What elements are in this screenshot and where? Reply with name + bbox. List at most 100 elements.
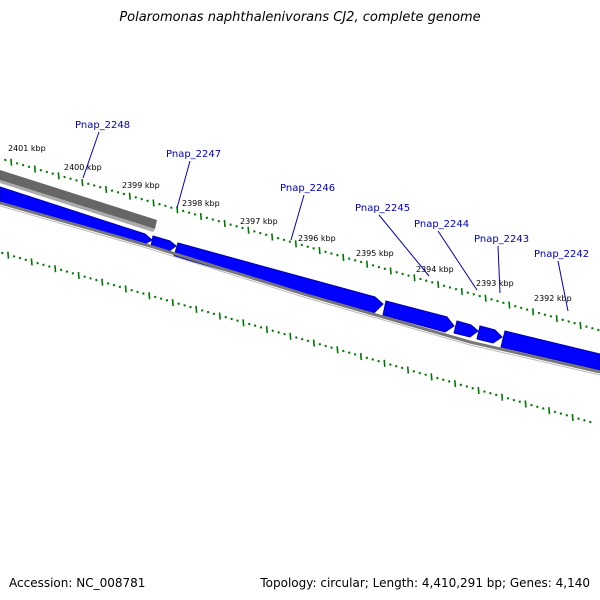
gene-leader-line (378, 214, 430, 277)
inner-ring-tick (24, 258, 28, 262)
inner-ring-tick (112, 283, 116, 287)
outer-ring-tick (389, 267, 392, 275)
gene-leader-line (290, 194, 305, 241)
outer-ring-tick (525, 308, 529, 311)
inner-ring-tick (218, 312, 221, 320)
gene-arrow (500, 330, 600, 371)
outer-ring-tick (395, 270, 398, 274)
inner-ring-tick (447, 380, 451, 383)
inner-ring-tick (306, 339, 310, 343)
inner-ring-tick (130, 288, 133, 292)
gene-arrow (382, 300, 455, 333)
outer-ring-tick (484, 294, 487, 302)
inner-ring-tick (171, 298, 174, 307)
outer-ring-tick (579, 321, 582, 329)
gene-label[interactable]: Pnap_2243 (474, 234, 529, 245)
outer-ring-tick (537, 311, 541, 315)
outer-ring-tick (460, 287, 464, 295)
inner-ring-tick (342, 349, 345, 353)
outer-ring-tick (211, 218, 215, 221)
inner-ring-tick (524, 400, 527, 408)
outer-ring-tick (164, 204, 167, 208)
outer-ring-tick (567, 320, 570, 323)
outer-ring-tick (466, 291, 470, 294)
inner-ring-tick (400, 366, 404, 370)
outer-ring-tick (51, 172, 54, 175)
outer-ring-tick (585, 325, 588, 328)
inner-ring-tick (494, 393, 498, 397)
gene-label[interactable]: Pnap_2242 (534, 249, 589, 260)
gene-label[interactable]: Pnap_2245 (355, 203, 410, 214)
outer-ring-tick (300, 243, 304, 247)
outer-ring-tick (235, 225, 238, 228)
gene-label[interactable]: Pnap_2248 (75, 120, 130, 131)
inner-ring-tick (530, 403, 533, 407)
inner-ring-tick (542, 407, 545, 410)
inner-ring-tick (83, 275, 86, 278)
inner-ring-tick (412, 370, 416, 373)
inner-ring-tick (424, 373, 427, 376)
outer-ring-tick (92, 184, 96, 187)
gene-leader-line (176, 160, 191, 209)
outer-ring-tick (122, 192, 126, 196)
outer-ring-tick (98, 185, 102, 189)
inner-ring-tick (77, 271, 80, 280)
inner-ring-tick (12, 255, 16, 258)
outer-ring-tick (342, 253, 345, 261)
gene-label[interactable]: Pnap_2247 (166, 149, 221, 160)
inner-ring-tick (548, 407, 551, 415)
outer-ring-tick (377, 265, 381, 269)
inner-ring-tick (259, 326, 263, 329)
inner-ring-tick (183, 304, 186, 307)
inner-ring-tick (277, 331, 280, 334)
scale-label: 2395 kbp (356, 249, 394, 258)
outer-ring-tick (359, 260, 363, 264)
outer-ring-tick (110, 189, 114, 192)
inner-ring-tick (353, 353, 357, 356)
inner-ring-tick (30, 258, 33, 266)
inner-scale-ring (1, 251, 592, 424)
outer-ring-tick (4, 158, 7, 162)
scale-label: 2394 kbp (416, 265, 454, 274)
inner-ring-tick (312, 339, 316, 347)
outer-ring-tick (549, 315, 553, 318)
inner-ring-tick (395, 364, 398, 368)
gene-label[interactable]: Pnap_2246 (280, 183, 335, 194)
inner-ring-tick (106, 282, 110, 285)
inner-ring-tick (577, 417, 580, 420)
inner-ring-tick (200, 309, 204, 312)
inner-ring-tick (430, 373, 433, 381)
outer-ring-tick (69, 177, 72, 180)
gene-label[interactable]: Pnap_2244 (414, 219, 469, 230)
outer-ring-tick (591, 327, 594, 330)
inner-ring-tick (42, 263, 45, 267)
inner-ring-tick (48, 265, 51, 268)
gene-leader-line (82, 131, 100, 179)
grey-feature-track-shadow (0, 180, 155, 232)
gene-track (0, 186, 600, 371)
inner-ring-tick (224, 315, 227, 319)
inner-ring-tick (248, 322, 251, 326)
outer-ring-tick (419, 277, 422, 281)
outer-ring-tick (187, 211, 191, 214)
outer-ring-tick (425, 279, 428, 282)
inner-ring-tick (318, 342, 322, 346)
inner-ring-tick (483, 390, 486, 393)
inner-ring-tick (101, 278, 104, 286)
inner-ring-tick (453, 380, 457, 388)
outer-ring-tick (146, 199, 149, 203)
inner-ring-tick (477, 386, 480, 394)
scale-label: 2400 kbp (64, 163, 102, 172)
inner-ring-tick (465, 385, 469, 388)
outer-ring-tick (193, 213, 197, 216)
scale-label: 2401 kbp (8, 144, 46, 153)
accession-text: Accession: NC_008781 (9, 576, 146, 590)
inner-ring-tick (295, 336, 298, 339)
outer-ring-tick (57, 172, 60, 180)
outer-ring-tick (413, 274, 416, 282)
outer-ring-tick (21, 163, 25, 167)
inner-ring-tick (18, 256, 22, 260)
outer-ring-tick (353, 259, 357, 262)
inner-ring-tick (206, 310, 210, 314)
inner-ring-tick (212, 312, 216, 316)
